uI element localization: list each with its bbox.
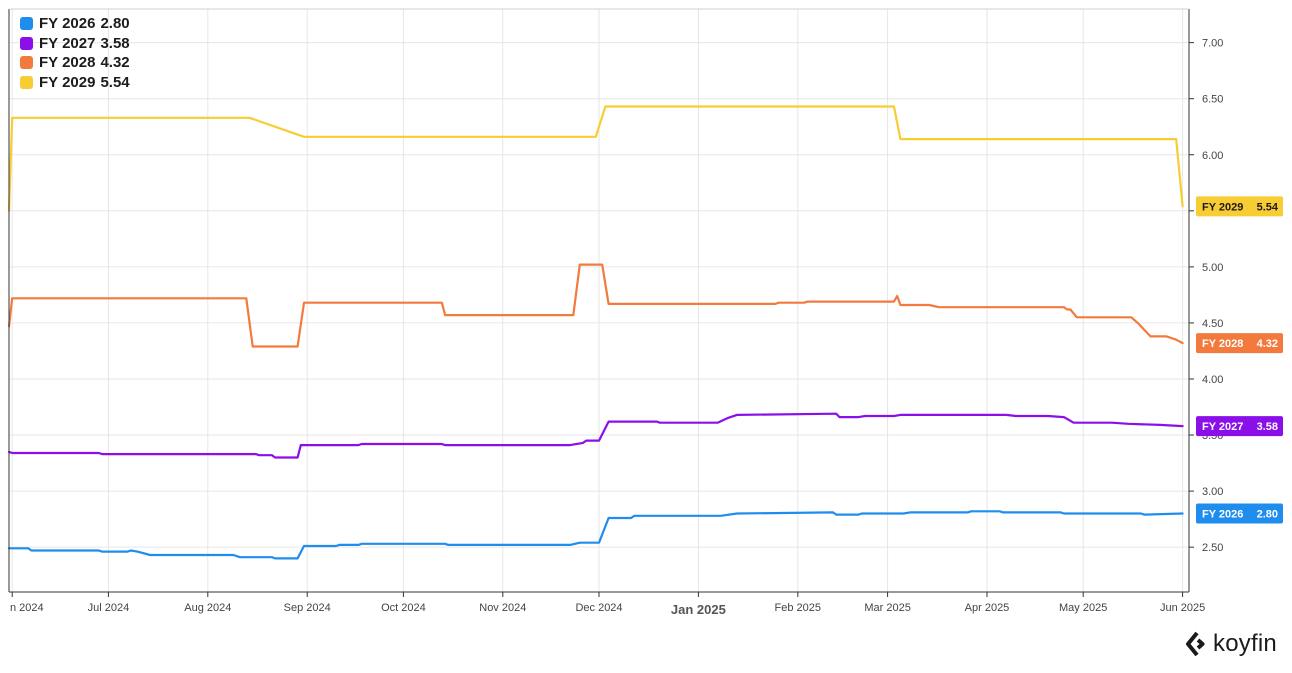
y-tick-label: 4.00: [1202, 374, 1223, 386]
end-tag-label: FY 2029: [1202, 201, 1243, 213]
legend-value: 2.80: [100, 15, 130, 33]
x-tick-label: Jun 2025: [1160, 602, 1205, 614]
legend-swatch: [20, 56, 33, 70]
legend-label: FY 2028: [39, 54, 96, 72]
y-tick-label: 3.00: [1202, 486, 1223, 498]
x-tick-label: Aug 2024: [184, 602, 231, 614]
legend-value: 3.58: [100, 34, 130, 52]
x-tick-label: Jul 2024: [88, 602, 130, 614]
end-tag-value: 2.80: [1257, 509, 1278, 521]
x-tick-label: Jan 2025: [671, 602, 726, 617]
legend-swatch: [20, 75, 33, 89]
x-tick-label: n 2024: [10, 602, 44, 614]
legend-swatch: [20, 36, 33, 50]
x-tick-label: Mar 2025: [864, 602, 910, 614]
y-tick-label: 6.00: [1202, 150, 1223, 162]
end-tag-value: 5.54: [1257, 201, 1279, 213]
brand-logo: koyfin: [1184, 630, 1277, 658]
legend-label: FY 2026: [39, 15, 96, 33]
series-line-fy-2028: [7, 263, 1184, 348]
end-tag-fy-2027: [1196, 416, 1283, 437]
y-tick-label: 5.00: [1202, 262, 1223, 274]
end-tag-fy-2028: [1196, 333, 1283, 354]
x-tick-label: Apr 2025: [965, 602, 1010, 614]
legend-value: 5.54: [100, 73, 130, 91]
legend-item-fy-2026[interactable]: FY 2026 2.80: [20, 14, 135, 34]
series-lines: [7, 105, 1184, 560]
koyfin-logo-icon: [1186, 631, 1205, 657]
end-tag-label: FY 2026: [1202, 509, 1243, 521]
y-tick-label: 6.50: [1202, 94, 1223, 106]
series-line-fy-2026: [7, 510, 1184, 560]
end-tag-label: FY 2027: [1202, 421, 1243, 433]
x-tick-label: Nov 2024: [479, 602, 526, 614]
y-tick-label: 2.50: [1202, 542, 1223, 554]
end-value-tags: FY 2026 2.80 FY 2027 3.58 FY 2028 4.32 FY 2029…: [1196, 196, 1283, 524]
x-tick-label: Oct 2024: [381, 602, 426, 614]
end-tag-label: FY 2028: [1202, 338, 1243, 350]
x-tick-label: Feb 2025: [775, 602, 821, 614]
x-tick-label: Dec 2024: [575, 602, 622, 614]
end-tag-value: 3.58: [1257, 421, 1278, 433]
gridlines: [9, 9, 1189, 592]
legend-value: 4.32: [100, 54, 130, 72]
end-tag-fy-2026: [1196, 503, 1283, 524]
legend-label: FY 2027: [39, 34, 96, 52]
legend-item-fy-2028[interactable]: FY 2028 4.32: [20, 53, 135, 73]
legend-item-fy-2029[interactable]: FY 2029 5.54: [20, 73, 135, 93]
end-tag-fy-2029: [1196, 196, 1283, 217]
x-tick-label: Sep 2024: [284, 602, 331, 614]
y-tick-label: 4.50: [1202, 318, 1223, 330]
axes: 2.503.003.504.004.505.005.506.006.507.00…: [8, 8, 1223, 617]
end-tag-value: 4.32: [1257, 338, 1278, 350]
legend-label: FY 2029: [39, 73, 96, 91]
y-tick-label: 7.00: [1202, 38, 1223, 50]
legend: FY 2026 2.80 FY 2027 3.58 FY 2028 4.32 FY 2…: [20, 14, 135, 92]
series-line-fy-2029: [7, 105, 1184, 212]
legend-item-fy-2027[interactable]: FY 2027 3.58: [20, 34, 135, 54]
series-line-fy-2027: [7, 412, 1184, 459]
x-tick-label: May 2025: [1059, 602, 1107, 614]
brand-name: koyfin: [1213, 630, 1277, 657]
legend-swatch: [20, 17, 33, 31]
